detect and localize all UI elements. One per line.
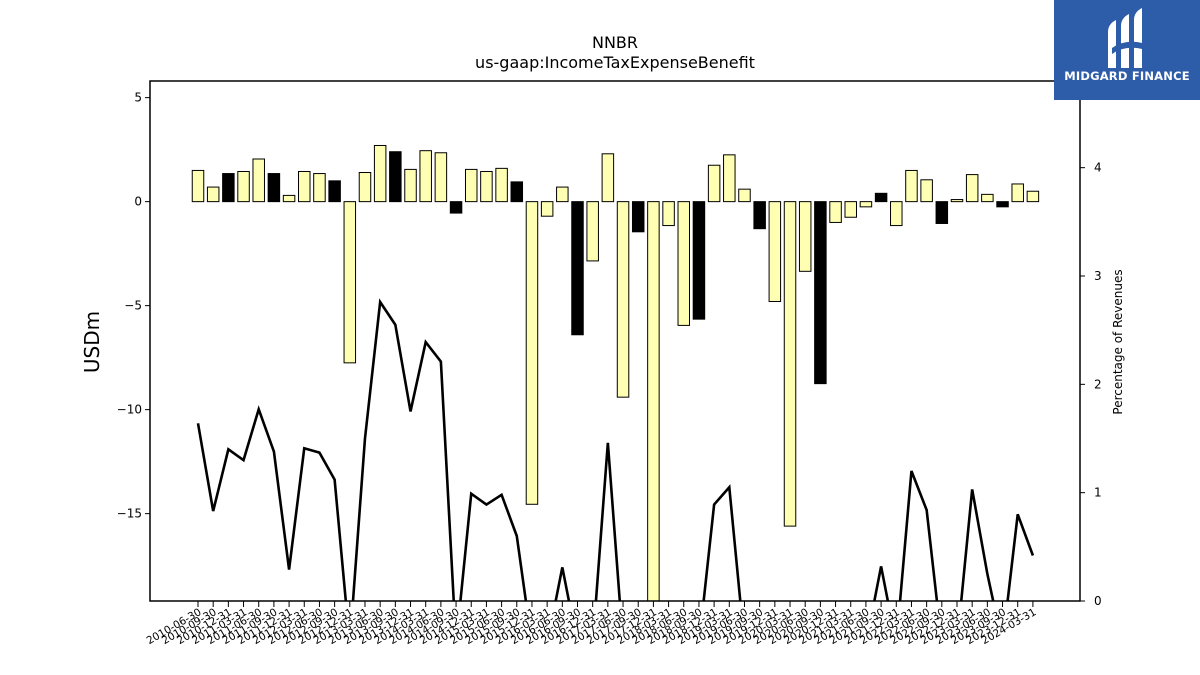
bar <box>905 169 918 203</box>
bar <box>677 201 691 326</box>
right-tick-label: 0 <box>1094 594 1102 608</box>
right-axis-label: Percentage of Revenues <box>1111 269 1125 414</box>
bar <box>616 201 630 398</box>
bar <box>191 169 205 203</box>
bar <box>222 173 235 203</box>
x-axis: 2010-06-302010-09-302010-12-312011-03-31… <box>145 601 1038 647</box>
bar <box>723 154 736 203</box>
bar <box>662 201 675 227</box>
bar <box>707 164 721 203</box>
left-tick-label: 0 <box>134 195 142 209</box>
left-tick-label: −10 <box>117 403 142 417</box>
bar <box>237 170 250 203</box>
bar <box>783 201 797 527</box>
y-axis-label: USDm <box>80 311 104 373</box>
percentage-line <box>196 298 1035 601</box>
bar <box>890 201 903 227</box>
bar <box>631 201 645 233</box>
brand-logo: MIDGARD FINANCE <box>1054 0 1200 100</box>
bar <box>282 194 296 203</box>
bar <box>601 153 615 203</box>
bar <box>935 201 949 224</box>
bar <box>298 170 311 203</box>
right-tick-label: 3 <box>1094 269 1102 283</box>
bar <box>996 201 1009 208</box>
chart-subtitle: us-gaap:IncomeTaxExpenseBenefit <box>475 53 755 72</box>
bar <box>313 173 326 203</box>
bar <box>571 201 584 336</box>
left-tick-label: −15 <box>117 507 142 521</box>
bar <box>389 151 402 203</box>
bar-series <box>191 144 1040 602</box>
bar <box>844 201 857 218</box>
right-tick-label: 2 <box>1094 377 1102 391</box>
bar <box>965 174 979 203</box>
bar <box>859 201 873 208</box>
bar <box>449 201 463 214</box>
right-tick-label: 1 <box>1094 486 1102 500</box>
bar <box>798 201 812 272</box>
brand-name: MIDGARD FINANCE <box>1064 69 1190 83</box>
bar <box>510 181 524 203</box>
bar <box>920 179 933 203</box>
bar <box>434 152 448 203</box>
chart-title: NNBR <box>592 33 638 52</box>
revenue-percentage-line <box>196 298 1035 601</box>
brand-mark-icon <box>1108 8 1146 68</box>
bar <box>738 188 751 203</box>
bar <box>343 201 357 364</box>
bar <box>480 170 493 203</box>
bar <box>1026 190 1040 203</box>
bar <box>1011 183 1024 203</box>
plot-frame <box>149 80 1081 602</box>
right-tick-label: 4 <box>1094 161 1102 175</box>
bar <box>495 167 508 203</box>
bar <box>419 150 432 203</box>
bar <box>206 186 220 203</box>
bar <box>829 201 842 223</box>
left-tick-label: 5 <box>134 91 142 105</box>
bar <box>556 186 569 203</box>
bar <box>692 201 706 320</box>
bar <box>874 192 888 203</box>
bar <box>404 168 417 203</box>
bar <box>328 180 341 203</box>
bar <box>373 144 387 203</box>
bar <box>768 201 782 302</box>
bar <box>586 201 599 262</box>
bar <box>753 201 766 230</box>
bar <box>981 193 994 203</box>
bar <box>647 201 660 602</box>
bar <box>814 201 827 385</box>
bar <box>252 158 265 203</box>
bar <box>540 201 554 217</box>
bar <box>267 173 281 203</box>
right-axis: 0 1 2 3 4 <box>1080 161 1102 608</box>
bar <box>464 168 478 203</box>
left-tick-label: −5 <box>124 299 142 313</box>
bar <box>358 172 372 203</box>
bar <box>950 199 964 203</box>
left-axis: 5 0 −5 −10 −15 <box>117 91 150 521</box>
bar <box>525 201 539 505</box>
